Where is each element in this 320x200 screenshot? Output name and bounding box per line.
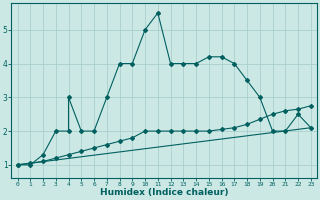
X-axis label: Humidex (Indice chaleur): Humidex (Indice chaleur) (100, 188, 228, 197)
